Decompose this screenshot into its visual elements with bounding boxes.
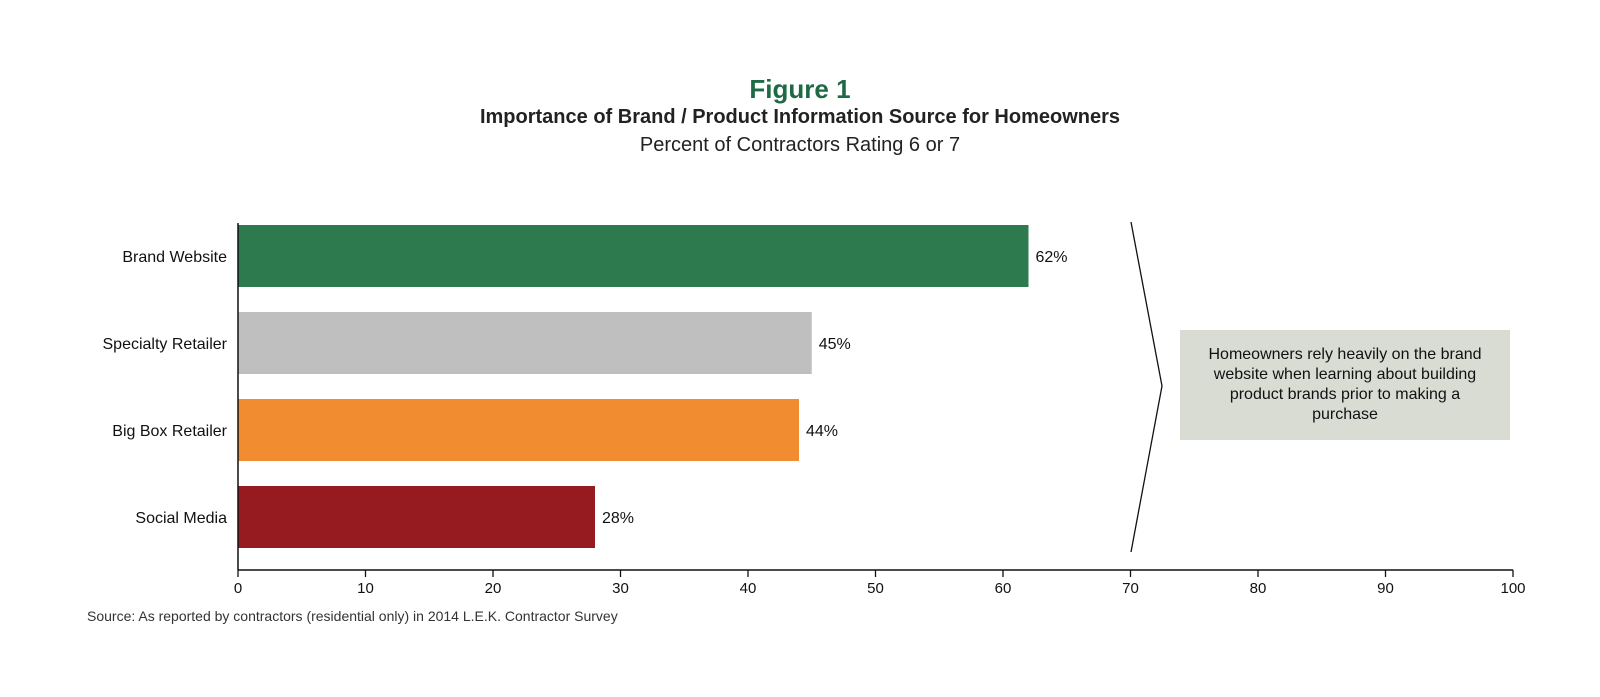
x-tick-label: 40 [740,580,757,597]
value-label: 44% [806,423,838,440]
value-label: 45% [819,336,851,353]
x-tick-label: 90 [1377,580,1394,597]
x-tick-label: 10 [357,580,374,597]
chart-title: Importance of Brand / Product Informatio… [479,106,1121,128]
bar-social-media [238,486,595,548]
source-note: Source: As reported by contractors (resi… [87,608,618,624]
category-label: Big Box Retailer [112,423,227,440]
x-tick-label: 100 [1500,580,1525,597]
x-tick-label: 50 [867,580,884,597]
category-label: Brand Website [122,249,227,266]
chart-subtitle: Percent of Contractors Rating 6 or 7 [639,134,961,156]
x-tick-label: 60 [995,580,1012,597]
value-label: 28% [602,510,634,527]
callout-text: Homeowners rely heavily on the brand web… [1208,346,1482,423]
bar-big-box-retailer [238,399,799,461]
axes-group: 0 10 20 30 40 50 60 70 80 90 100 [234,223,1526,597]
value-label: 62% [1036,249,1068,266]
x-tick-label: 20 [485,580,502,597]
bars-group: Brand Website 62% Specialty Retailer 45% Big… [103,225,1068,548]
x-tick-label: 30 [612,580,629,597]
x-tick-label: 0 [234,580,242,597]
bracket-line [1130,221,1163,553]
category-label: Specialty Retailer [103,336,228,353]
category-label: Social Media [135,510,227,527]
x-tick-label: 70 [1122,580,1139,597]
bar-brand-website [238,225,1029,287]
x-tick-label: 80 [1250,580,1267,597]
figure-label: Figure 1 [749,74,851,104]
callout-box: Homeowners rely heavily on the brand web… [1180,330,1510,440]
bar-specialty-retailer [238,312,812,374]
